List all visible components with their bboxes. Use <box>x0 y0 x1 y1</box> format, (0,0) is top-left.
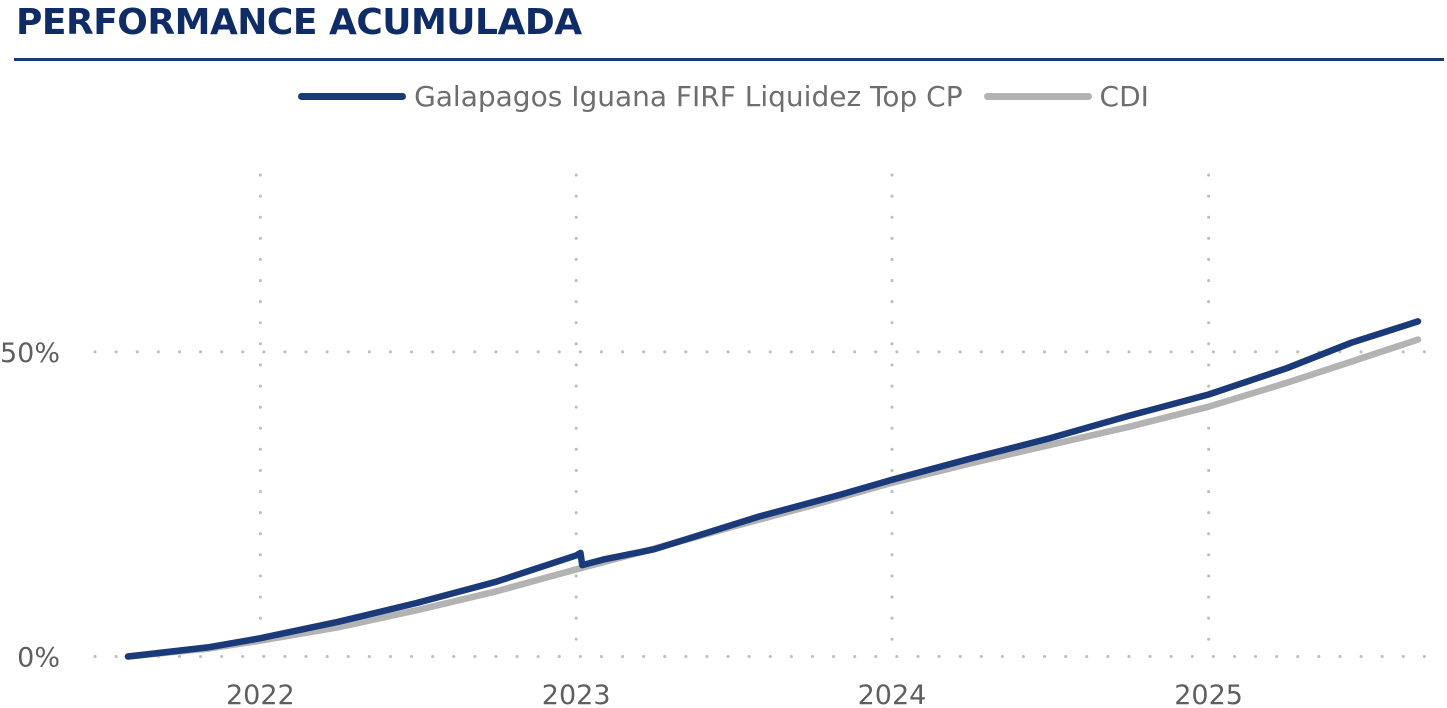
legend-swatch-cdi <box>983 93 1092 100</box>
y-tick-label-50: 50% <box>0 338 60 369</box>
chart-title: PERFORMANCE ACUMULADA <box>16 2 582 43</box>
x-tick-label-2023: 2023 <box>542 680 611 708</box>
chart-legend: Galapagos Iguana FIRF Liquidez Top CP CD… <box>0 74 1447 113</box>
legend-item-cdi[interactable]: CDI <box>983 80 1149 113</box>
x-tick-label-2022: 2022 <box>226 680 295 708</box>
series-line-fund <box>124 318 1422 660</box>
legend-swatch-fund <box>298 93 407 100</box>
title-bar: PERFORMANCE ACUMULADA <box>14 0 1444 61</box>
y-tick-label-0: 0% <box>17 643 60 674</box>
legend-label-cdi: CDI <box>1099 80 1149 113</box>
legend-item-fund[interactable]: Galapagos Iguana FIRF Liquidez Top CP <box>298 80 963 113</box>
x-tick-label-2025: 2025 <box>1174 680 1243 708</box>
x-tick-label-2024: 2024 <box>858 680 927 708</box>
legend-label-fund: Galapagos Iguana FIRF Liquidez Top CP <box>414 80 963 113</box>
